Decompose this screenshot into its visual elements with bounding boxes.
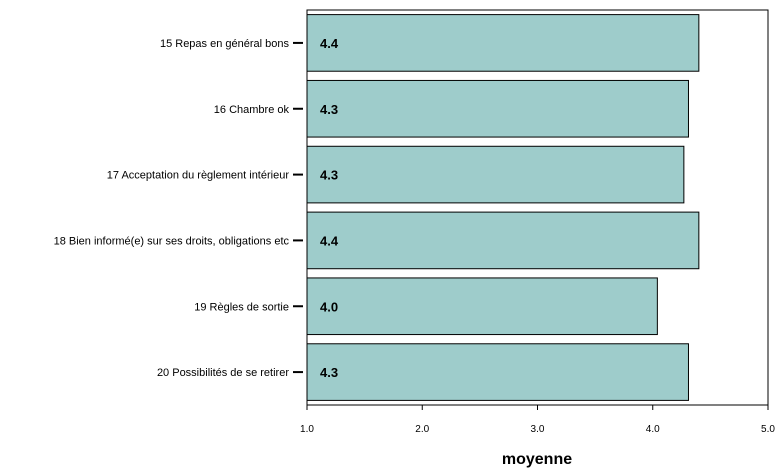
x-tick-label: 4.0 [646, 424, 660, 435]
bar-value-label: 4.4 [320, 233, 339, 248]
bar-value-label: 4.4 [320, 36, 339, 51]
bar [306, 14, 700, 72]
category-label: 15 Repas en général bons [160, 38, 290, 50]
bar-value-label: 4.3 [320, 365, 338, 380]
bar [306, 343, 689, 401]
bars-layer: 4.4 4.3 4.3 4.4 4.0 4.3 [306, 14, 700, 401]
x-tick-label: 3.0 [531, 424, 545, 435]
bar-value-label: 4.3 [320, 168, 338, 183]
x-tick-label: 5.0 [761, 424, 775, 435]
bar [306, 145, 685, 204]
bar-value-label: 4.3 [320, 102, 338, 117]
category-label: 17 Acceptation du règlement intérieur [107, 170, 290, 182]
category-label: 16 Chambre ok [214, 104, 290, 116]
bar [306, 211, 700, 270]
category-label: 20 Possibilités de se retirer [157, 367, 289, 379]
x-tick-label: 2.0 [415, 424, 429, 435]
bar-value-label: 4.0 [320, 299, 338, 314]
x-tick-label: 1.0 [300, 424, 314, 435]
category-label: 18 Bien informé(e) sur ses droits, oblig… [54, 235, 290, 247]
bar [306, 277, 658, 336]
category-label: 19 Règles de sortie [194, 301, 289, 313]
bar [306, 79, 689, 138]
category-labels: 15 Repas en général bons 16 Chambre ok 17 … [54, 38, 303, 379]
x-axis-title: moyenne [502, 451, 572, 468]
x-axis-ticks: 1.0 2.0 3.0 4.0 5.0 [300, 405, 775, 435]
